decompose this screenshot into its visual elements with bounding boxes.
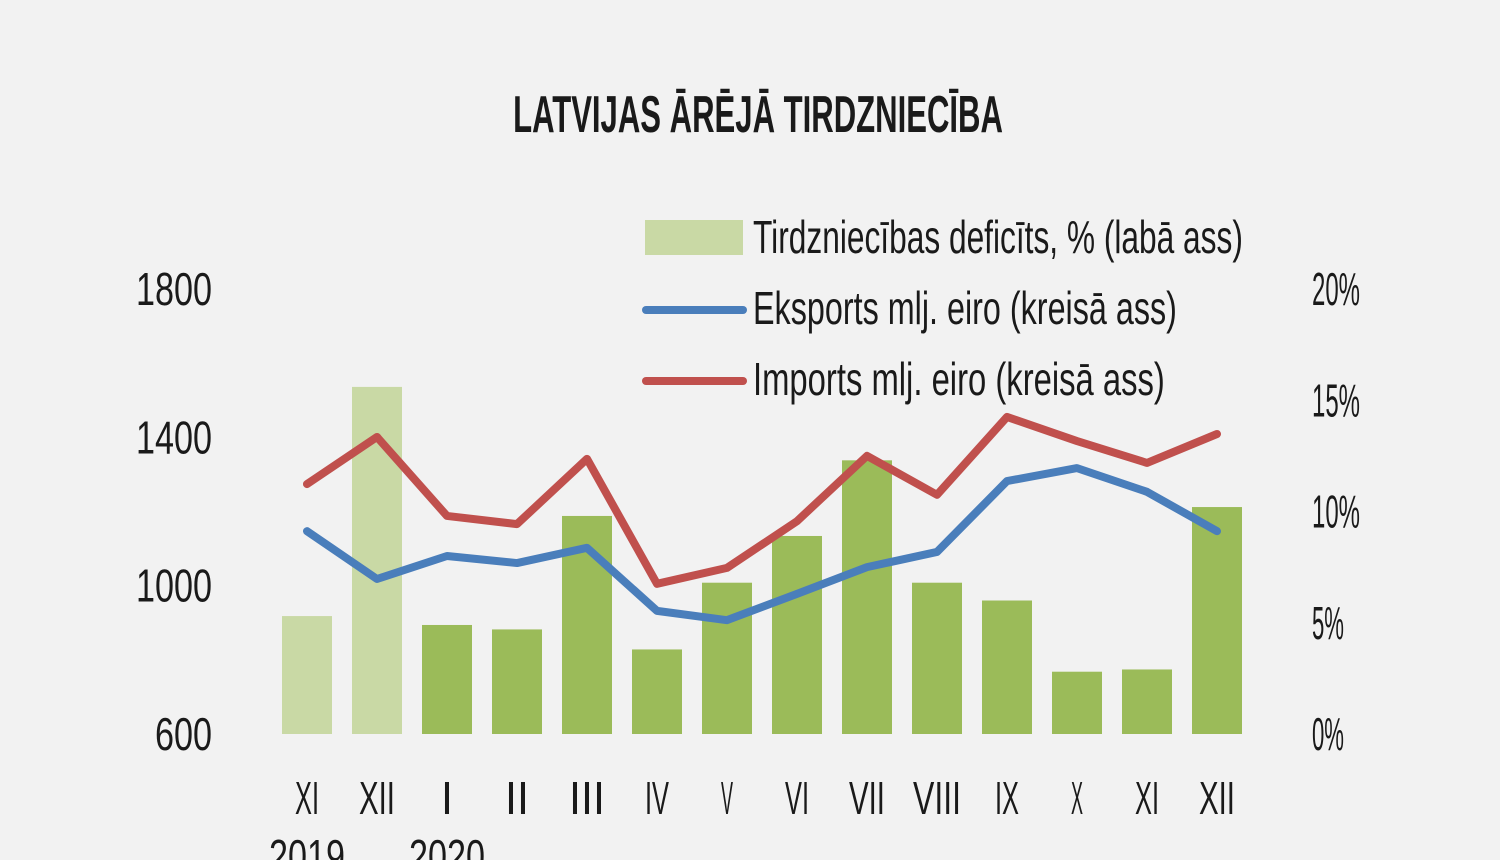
legend-label: Eksports mlj. eiro (kreisā ass) [753, 284, 1177, 335]
bar-vi-7 [772, 535, 822, 734]
bars [282, 386, 1242, 734]
bar-viii-9 [912, 582, 962, 734]
x-tick-label: X [1071, 773, 1083, 824]
bar-iv-5 [632, 649, 682, 734]
legend: Tirdzniecības deficīts, % (labā ass) Eksp… [642, 212, 1243, 406]
bar-x-11 [1052, 671, 1102, 734]
right-tick-label: 5% [1312, 597, 1344, 649]
bar-xi-12 [1122, 669, 1172, 734]
x-tick-label: XII [1199, 774, 1235, 825]
left-tick-label: 1400 [136, 411, 212, 463]
legend-swatch-deficits [645, 220, 743, 255]
year-label: 2019 [269, 830, 345, 860]
line-imports [303, 412, 1221, 588]
x-tick-label: VIII [913, 773, 961, 824]
right-tick-label: 0% [1312, 708, 1344, 760]
titles: LATVIJAS ĀRĒJĀ TIRDZNIECĪBA [513, 86, 1003, 144]
bar-v-6 [702, 582, 752, 734]
x-tick-label: XI [1135, 772, 1159, 824]
bar-xi-0 [282, 616, 332, 734]
right-tick-label: 15% [1312, 375, 1360, 426]
left-tick-label: 600 [155, 708, 212, 760]
line-eksports [303, 464, 1221, 625]
x-tick-label: V [721, 773, 733, 824]
right-tick-label: 10% [1312, 486, 1360, 537]
bar-i-2 [422, 624, 472, 734]
x-tick-label: III [569, 774, 605, 825]
left-tick-label: 1000 [136, 560, 212, 612]
x-tick-label: I [441, 774, 453, 825]
x-tick-label: VI [785, 772, 809, 824]
bar-vii-8 [842, 460, 892, 734]
chart-title: LATVIJAS ĀRĒJĀ TIRDZNIECĪBA [513, 86, 1003, 144]
lines [303, 412, 1221, 625]
right-tick-label: 20% [1312, 264, 1360, 315]
bar-ix-10 [982, 600, 1032, 734]
legend-label: Imports mlj. eiro (kreisā ass) [753, 355, 1165, 406]
legend-label: Tirdzniecības deficīts, % (labā ass) [753, 212, 1243, 263]
year-label: 2020 [409, 830, 485, 860]
x-tick-label: II [505, 774, 529, 825]
x-tick-label: XI [295, 772, 319, 824]
x-tick-label: IV [645, 772, 669, 824]
x-tick-label: XII [359, 774, 395, 825]
x-tick-label: IX [995, 772, 1019, 824]
bar-ii-3 [492, 629, 542, 734]
left-tick-label: 1800 [136, 263, 212, 315]
bar-xii-13 [1192, 507, 1242, 734]
x-tick-label: VII [849, 774, 885, 825]
